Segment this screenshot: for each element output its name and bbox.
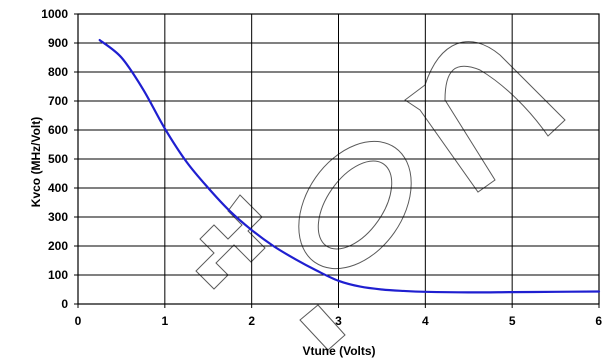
x-tick-label: 2 bbox=[248, 314, 255, 328]
x-tick-label: 4 bbox=[422, 314, 429, 328]
x-tick-label: 0 bbox=[75, 314, 82, 328]
watermark-letter-n bbox=[404, 41, 566, 193]
watermark-letter-o-inner bbox=[317, 160, 393, 250]
x-tick-label: 3 bbox=[335, 314, 342, 328]
x-tick-label: 1 bbox=[161, 314, 168, 328]
watermark-letter-t bbox=[195, 194, 266, 290]
y-tick-label: 500 bbox=[48, 152, 68, 166]
y-tick-label: 600 bbox=[48, 123, 68, 137]
y-tick-label: 800 bbox=[48, 65, 68, 79]
x-tick-label: 6 bbox=[595, 314, 602, 328]
x-axis-label: Vtune (Volts) bbox=[302, 344, 375, 358]
watermark-letter-i bbox=[299, 304, 346, 351]
series-line bbox=[98, 39, 601, 294]
grid bbox=[77, 13, 600, 305]
x-axis-ticks: 0 1 2 3 4 5 6 bbox=[75, 304, 602, 328]
watermark-letter-o bbox=[298, 140, 412, 270]
y-tick-label: 300 bbox=[48, 210, 68, 224]
y-tick-label: 0 bbox=[61, 297, 68, 311]
y-tick-label: 900 bbox=[48, 36, 68, 50]
series-layer bbox=[98, 39, 601, 294]
y-axis-label: Kvco (MHz/Volt) bbox=[29, 117, 43, 207]
y-axis-ticks: 0 100 200 300 400 500 600 700 800 900 1000 bbox=[41, 7, 78, 311]
y-tick-label: 100 bbox=[48, 268, 68, 282]
y-tick-label: 700 bbox=[48, 94, 68, 108]
y-tick-label: 400 bbox=[48, 181, 68, 195]
y-tick-label: 200 bbox=[48, 239, 68, 253]
x-tick-label: 5 bbox=[509, 314, 516, 328]
y-tick-label: 1000 bbox=[41, 7, 68, 21]
